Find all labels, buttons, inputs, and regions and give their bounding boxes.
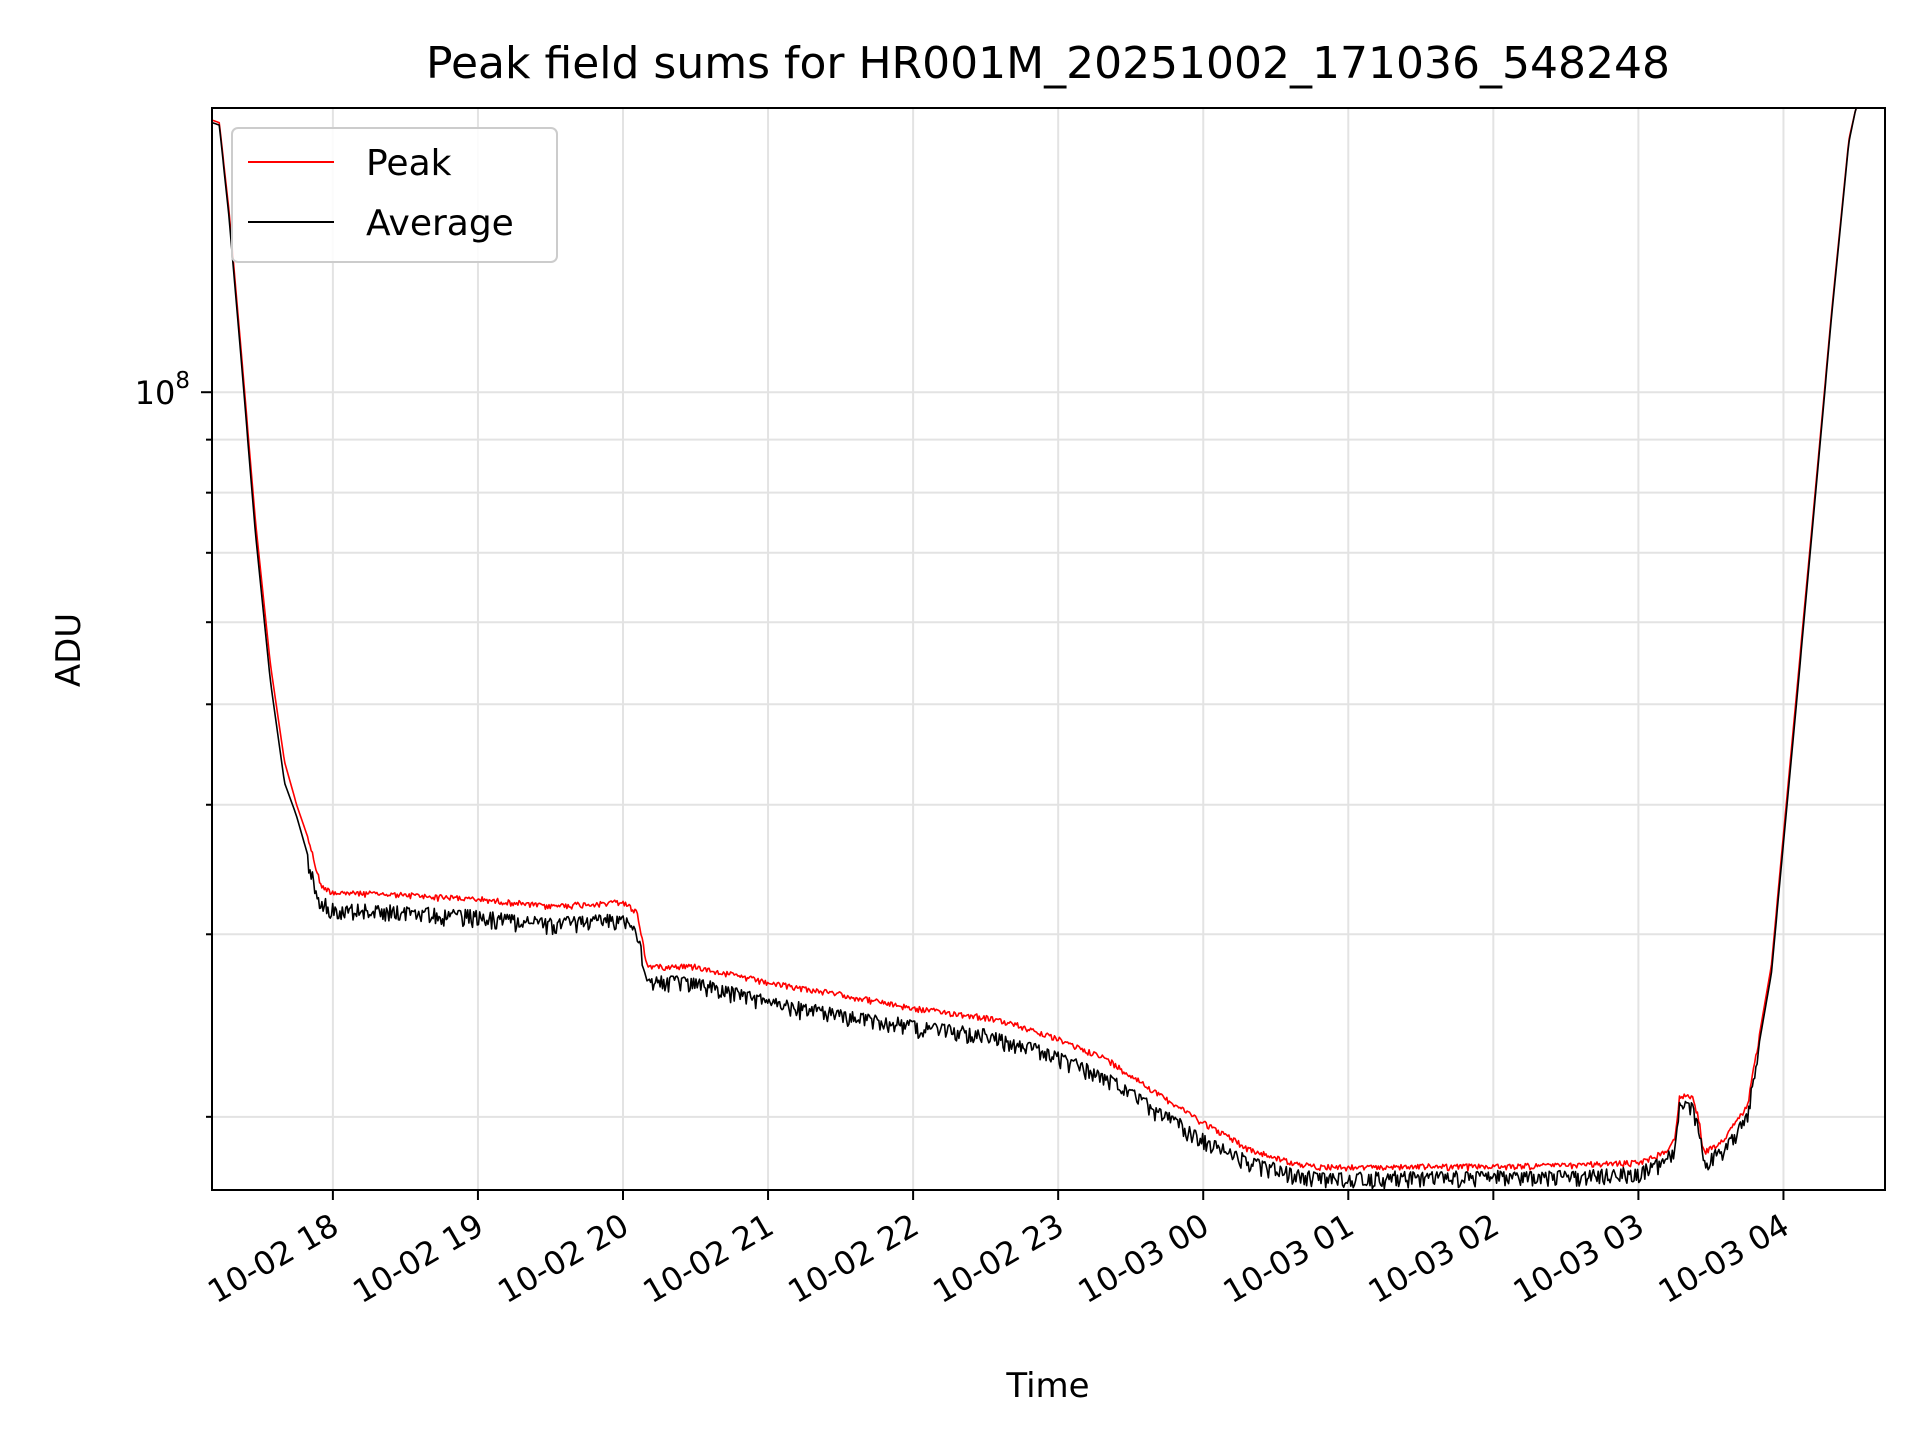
- plot-frame: [211, 107, 1886, 1191]
- y-axis: 108: [135, 368, 212, 1118]
- legend: Peak Average: [231, 127, 558, 263]
- legend-label-average: Average: [366, 203, 514, 244]
- series-line-peak: [212, 108, 1885, 1172]
- x-axis-label: Time: [1005, 1366, 1089, 1406]
- chart-title: Peak field sums for HR001M_20251002_1710…: [426, 38, 1670, 89]
- grid-lines: [212, 108, 1885, 1190]
- legend-label-peak: Peak: [366, 143, 452, 184]
- y-tick-label: 108: [135, 368, 190, 412]
- series-layer: [212, 108, 1885, 1190]
- series-line-average: [212, 108, 1885, 1190]
- y-axis-label: ADU: [49, 613, 89, 687]
